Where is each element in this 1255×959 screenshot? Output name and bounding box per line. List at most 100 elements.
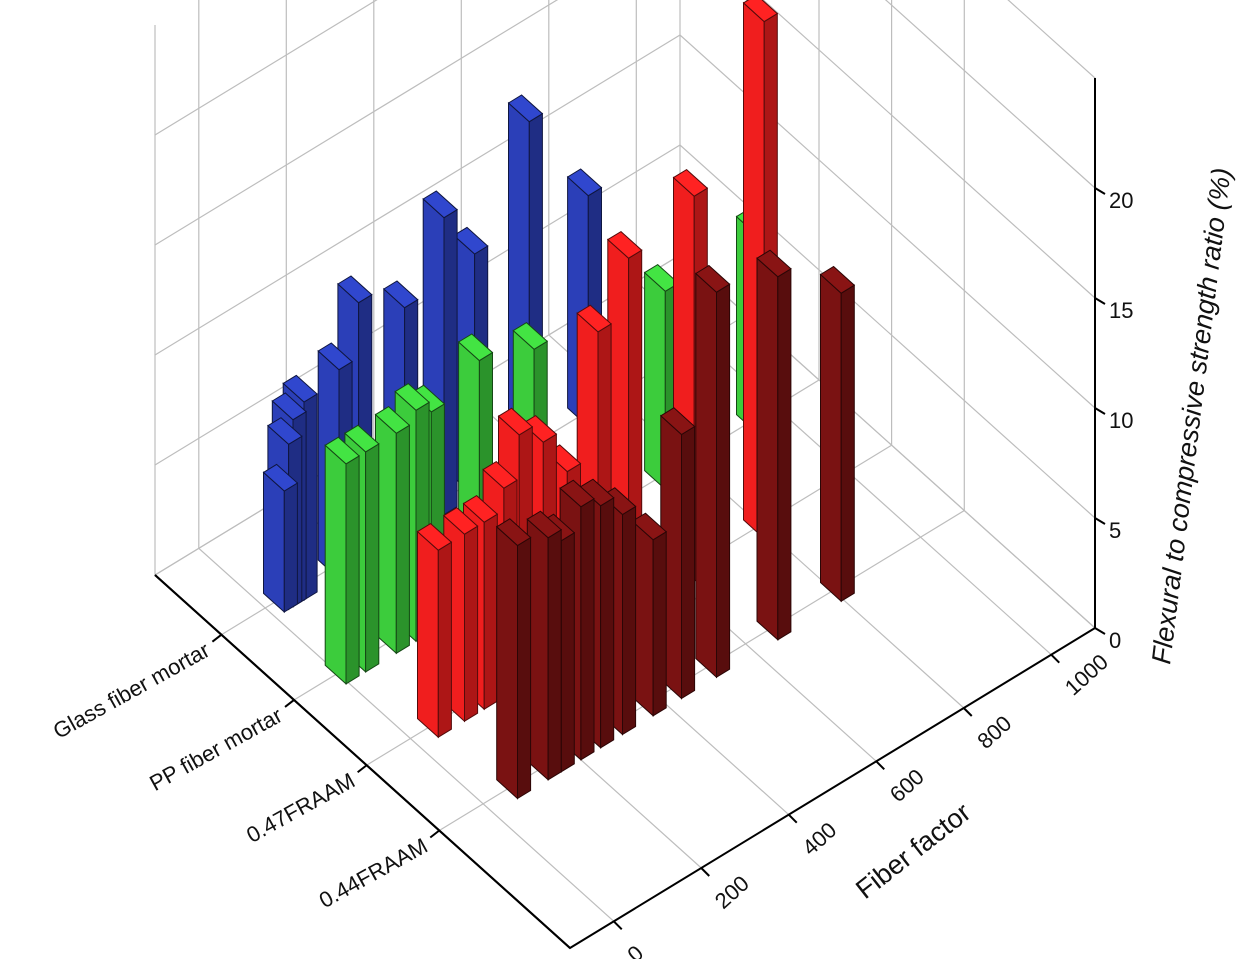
bar-side	[496, 525, 518, 800]
bar	[756, 249, 792, 641]
bar	[819, 265, 856, 603]
z-tick	[1094, 517, 1106, 525]
grid-line	[154, 0, 1096, 299]
bar-top	[559, 479, 595, 508]
bar	[495, 518, 532, 800]
bar	[694, 264, 731, 679]
bar-side	[324, 444, 347, 686]
bar-top	[566, 168, 603, 197]
bar	[262, 463, 299, 614]
bar-side	[820, 273, 842, 603]
category-label: Glass fiber mortar	[49, 637, 214, 744]
bar	[631, 512, 668, 717]
bar-top	[457, 333, 494, 362]
bar-top	[394, 382, 430, 411]
x-tick-label: 600	[885, 764, 929, 807]
bar-front	[483, 513, 498, 711]
bar-front	[652, 530, 667, 717]
bar-front	[395, 424, 410, 655]
x-tick-label: 1000	[1060, 649, 1113, 700]
bar-top	[512, 321, 549, 350]
bar-front	[443, 208, 458, 516]
bar-top	[324, 436, 360, 465]
z-tick-label: 10	[1109, 408, 1133, 433]
bar-top	[317, 342, 353, 371]
x-tick	[1050, 653, 1060, 664]
bar-front	[365, 443, 380, 673]
z-tick	[1094, 297, 1106, 305]
x-tick	[963, 707, 973, 717]
bar-top	[742, 0, 779, 23]
bar-side	[263, 471, 285, 614]
bar-top	[756, 249, 792, 278]
bar-top	[416, 522, 453, 551]
z-tick	[1094, 627, 1106, 635]
y-tick	[429, 829, 440, 839]
bar-front	[547, 528, 562, 781]
bar-top	[507, 94, 544, 123]
bar-front	[437, 541, 452, 739]
axis-line	[154, 574, 571, 949]
bar-top	[631, 512, 668, 541]
bar-top	[694, 264, 731, 293]
grid-line	[198, 0, 615, 922]
z-tick-label: 15	[1109, 298, 1133, 323]
bar-top	[462, 494, 499, 523]
x-tick-label: 800	[972, 711, 1016, 754]
bar-top	[659, 407, 696, 436]
bar-front	[777, 267, 792, 641]
bar-side	[756, 257, 779, 641]
bar-top	[382, 280, 419, 309]
x-tick	[788, 813, 798, 824]
bar-front	[840, 284, 855, 603]
bar-top	[282, 374, 318, 403]
bar-front	[560, 531, 575, 773]
bar-front	[716, 283, 731, 679]
bar-side	[695, 272, 717, 679]
y-tick	[211, 633, 223, 643]
x-tick-label: 0	[622, 940, 648, 959]
bar-front	[464, 525, 479, 723]
bar-top	[442, 506, 479, 535]
bar	[416, 522, 453, 739]
bar-top	[606, 230, 643, 259]
z-tick	[1094, 407, 1106, 415]
category-label: 0.47FRAAM	[242, 768, 359, 848]
y-tick	[284, 699, 295, 708]
bar	[324, 436, 360, 686]
z-tick-label: 20	[1109, 188, 1133, 213]
bar-front	[622, 505, 637, 736]
z-tick-label: 0	[1109, 628, 1121, 653]
bar-front	[345, 455, 360, 685]
bar-front	[580, 497, 595, 761]
bar-top	[521, 414, 558, 443]
grid-line	[154, 0, 1096, 189]
y-tick	[357, 764, 368, 774]
category-label: 0.44FRAAM	[315, 833, 432, 913]
bar-front	[283, 482, 298, 613]
bars	[262, 0, 856, 800]
bar	[374, 405, 411, 655]
bar-top	[337, 275, 373, 304]
bar-side	[417, 530, 439, 739]
bar	[659, 407, 696, 700]
bar-top	[819, 265, 856, 294]
bar-top	[672, 168, 709, 197]
bar-front	[681, 425, 696, 700]
x-tick	[613, 920, 623, 931]
z-tick-label: 5	[1109, 518, 1121, 543]
bar-top	[482, 460, 518, 489]
bar-top	[374, 405, 411, 434]
bar-top	[262, 463, 299, 492]
z-axis-title: Flexural to compressive strength ratio (…	[1146, 166, 1237, 666]
bar-top	[452, 226, 489, 255]
bar-top	[267, 417, 303, 445]
bar-top	[526, 510, 563, 539]
bar	[526, 510, 563, 781]
bar-top	[344, 424, 380, 453]
bar-top	[271, 392, 307, 421]
x-tick-label: 400	[797, 817, 841, 860]
bar-top	[497, 407, 534, 436]
bar-top	[495, 518, 532, 547]
